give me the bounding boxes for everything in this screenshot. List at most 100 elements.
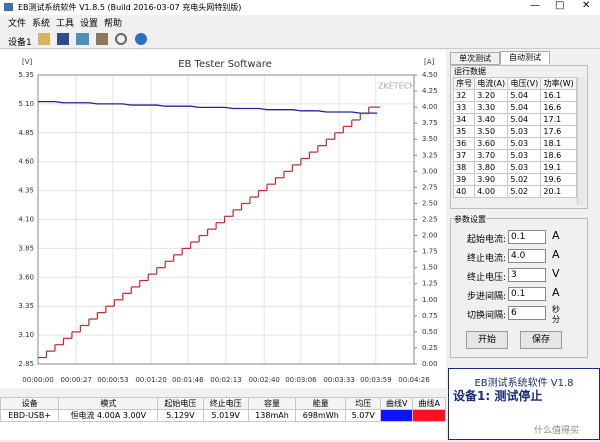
x-tick-label: 00:00:00 <box>22 376 53 384</box>
tab[interactable]: 单次测试 <box>450 52 500 65</box>
info-icon[interactable] <box>135 33 147 45</box>
cell: 20.1 <box>540 185 577 198</box>
y2-tick-label: 1.75 <box>422 248 438 256</box>
y2-tick-label: 2.75 <box>422 183 438 191</box>
field-input[interactable]: 3 <box>508 268 546 282</box>
cell: 5.04 <box>507 113 542 126</box>
y2-tick-label: 1.25 <box>422 280 438 288</box>
column-header: 曲线A <box>412 397 446 410</box>
y-tick-label: 5.35 <box>18 71 34 79</box>
tools-icon[interactable] <box>96 33 108 45</box>
tab-active[interactable]: 自动测试 <box>500 51 550 64</box>
column-header: 电压(V) <box>507 77 542 90</box>
column-header: 能量 <box>295 397 347 410</box>
title-bar: EB测试系统软件 V1.8.5 (Build 2016-03-07 充电头网特别… <box>0 0 600 15</box>
row[interactable]: 40 4.00 5.02 20.1 <box>452 185 577 198</box>
field-input[interactable]: 0.1 <box>508 230 546 244</box>
header-row: 设备 模式 起始电压 终止电压 容量 能量 均压 曲线V 曲线A <box>0 397 446 410</box>
row[interactable]: 37 3.70 5.03 18.6 <box>452 149 577 162</box>
status-line: 设备1: 测试停止 <box>453 389 543 403</box>
x-tick-label: 00:01:46 <box>172 376 204 384</box>
cell: 33 <box>452 101 476 114</box>
button[interactable]: 开始 <box>466 331 508 349</box>
cell: 40 <box>452 185 476 198</box>
status-line: EB测试系统软件 V1.8 <box>474 378 574 389</box>
minimize[interactable]: — <box>530 0 540 11</box>
field-label: 终止电流: <box>466 254 506 264</box>
column-header: 设备 <box>0 397 60 410</box>
menu-item[interactable]: 文件 <box>8 19 27 29</box>
menu-item[interactable]: 帮助 <box>104 19 123 29</box>
cell: 5.02 <box>507 173 542 186</box>
row[interactable]: 35 3.50 5.03 17.6 <box>452 125 577 138</box>
y2-tick-label: 4.00 <box>422 103 438 111</box>
field-label: 切换间隔: <box>466 311 506 321</box>
column-header: 终止电压 <box>202 397 249 410</box>
x-tick-label: 00:04:26 <box>398 376 430 384</box>
line-series <box>38 100 378 114</box>
y2-tick-label: 1.00 <box>422 296 438 304</box>
cell: 3.50 <box>474 125 509 138</box>
y-tick-label: 4.35 <box>18 187 34 195</box>
y2-tick-label: 0.25 <box>422 344 438 352</box>
row[interactable]: 32 3.20 5.04 16.1 <box>452 89 577 102</box>
radio-option[interactable]: 分 <box>552 315 560 324</box>
row[interactable]: 39 3.90 5.02 19.6 <box>452 173 577 186</box>
x-tick-label: 00:03:06 <box>285 376 317 384</box>
y2-tick-label: 3.00 <box>422 167 438 175</box>
params-group <box>450 218 588 358</box>
field-unit: A <box>552 286 560 299</box>
cell: 17.1 <box>540 113 577 126</box>
cell: 16.1 <box>540 89 577 102</box>
maximize[interactable]: □ <box>555 0 565 11</box>
menu-item[interactable]: 系统 <box>32 19 51 29</box>
x-tick-label: 00:03:59 <box>360 376 391 384</box>
save-icon[interactable] <box>57 33 69 45</box>
row[interactable]: 33 3.30 5.04 16.6 <box>452 101 577 114</box>
x-tick-label: 00:02:40 <box>248 376 279 384</box>
y-tick-label: 4.60 <box>18 158 34 166</box>
row[interactable]: 34 3.40 5.04 17.1 <box>452 113 577 126</box>
cell: 3.90 <box>474 173 509 186</box>
button[interactable]: 保存 <box>520 331 562 349</box>
menu-item[interactable]: 工具 <box>56 19 75 29</box>
y-tick-label: 3.85 <box>18 244 34 252</box>
column-header: 模式 <box>58 397 159 410</box>
curve-swatch <box>412 409 446 422</box>
window-title: EB测试系统软件 V1.8.5 (Build 2016-03-07 充电头网特别… <box>18 3 242 12</box>
field-unit: V <box>552 267 560 280</box>
row[interactable]: 38 3.80 5.03 19.1 <box>452 161 577 174</box>
y2-tick-label: 3.25 <box>422 151 438 159</box>
y2-tick-label: 2.25 <box>422 216 438 224</box>
row[interactable]: 36 3.60 5.03 18.1 <box>452 137 577 150</box>
y-tick-label: 2.85 <box>18 360 34 368</box>
cell: 35 <box>452 125 476 138</box>
image-icon[interactable] <box>76 33 89 45</box>
cell: 138mAh <box>247 409 297 422</box>
cell: 39 <box>452 173 476 186</box>
column-header: 均压 <box>345 397 382 410</box>
column-header: 容量 <box>247 397 297 410</box>
search-icon[interactable] <box>115 33 127 45</box>
x-tick-label: 00:03:33 <box>323 376 354 384</box>
cell: 3.40 <box>474 113 509 126</box>
status-box: EB测试系统软件 V1.8 设备1: 测试停止 <box>448 368 600 440</box>
y2-tick-label: 3.75 <box>422 119 438 127</box>
radio-option[interactable]: 秒 <box>552 305 560 314</box>
close[interactable]: ✕ <box>582 0 591 11</box>
scrollbar[interactable] <box>577 77 586 205</box>
open-icon[interactable] <box>38 33 50 45</box>
y2-tick-label: 4.25 <box>422 87 438 95</box>
menu-item[interactable]: 设置 <box>80 19 99 29</box>
field-input[interactable]: 6 <box>508 306 546 320</box>
field-input[interactable]: 4.0 <box>508 249 546 263</box>
plot-frame <box>37 74 415 365</box>
column-header: 序号 <box>452 77 476 90</box>
row: EBD-USB+ 恒电流 4.00A 3.00V 5.129V 5.019V 138mA… <box>0 409 446 422</box>
field-input[interactable]: 0.1 <box>508 287 546 301</box>
cell: 16.6 <box>540 101 577 114</box>
cell: 5.02 <box>507 185 542 198</box>
field-label: 步进间隔: <box>466 292 506 302</box>
cell: 5.019V <box>202 409 249 422</box>
y2-unit: [A] <box>424 58 435 66</box>
